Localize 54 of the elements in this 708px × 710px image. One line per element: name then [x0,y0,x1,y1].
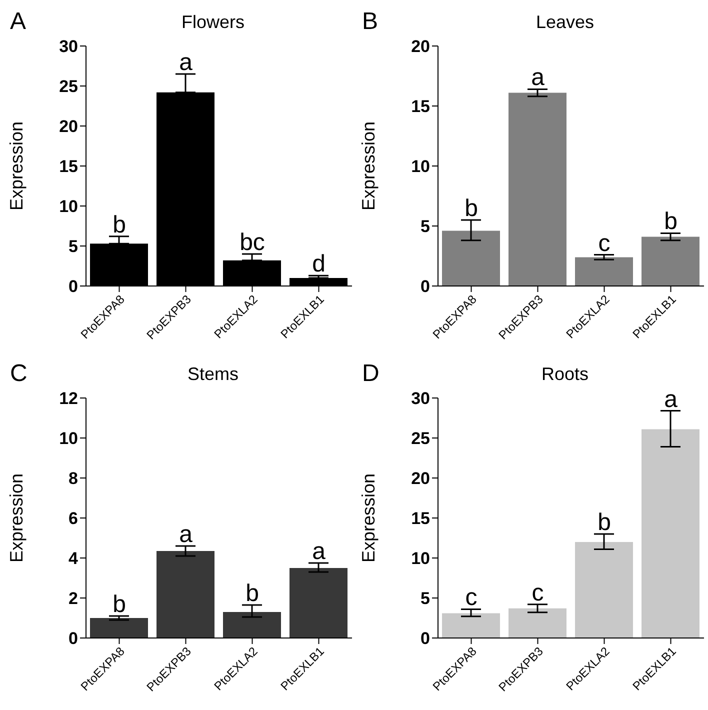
y-axis-title: Expression [358,473,378,563]
text: B [362,8,378,36]
text: A [10,8,26,36]
y-tick-label: 10 [411,157,430,176]
y-tick-label: 20 [411,469,430,488]
chart-title: Leaves [534,12,596,33]
annotation: a [179,521,194,548]
y-tick-label: 0 [420,277,430,296]
y-tick-label: 6 [68,509,78,528]
chart-title: Flowers [180,12,246,33]
annotation: c [532,579,544,606]
text: D [362,360,380,388]
annotation: b [112,591,126,618]
y-tick-label: 20 [59,117,78,136]
y-tick-label: 5 [420,589,430,608]
y-tick-label: 0 [68,629,78,648]
annotation: c [465,584,478,612]
y-tick-label: 15 [411,509,430,528]
annotation: c [598,230,610,257]
y-tick-label: 12 [59,389,78,408]
annotation: bc [240,229,265,256]
y-tick-label: 0 [420,629,430,648]
y-tick-label: 25 [59,77,78,96]
y-tick-label: 10 [411,549,430,568]
y-tick-label: 0 [68,277,78,296]
y-tick-label: 30 [59,37,78,56]
y-tick-label: 20 [411,37,430,56]
annotation: a [664,386,678,413]
y-tick-label: 5 [68,237,78,256]
annotation: b [664,208,678,236]
annotation: a [531,64,546,92]
y-axis-title: Expression [358,121,378,211]
y-axis-title: Expression [6,121,26,211]
chart-title: Roots [540,364,590,385]
y-tick-label: 5 [420,217,430,236]
y-tick-label: 8 [68,469,78,488]
chart-title: Stems [186,364,240,385]
y-tick-label: 25 [411,429,430,448]
y-tick-label: 10 [59,197,78,216]
annotation: b [112,211,126,238]
y-tick-label: 15 [411,97,430,116]
text: C [10,360,28,388]
y-tick-label: 30 [411,389,430,408]
annotation: d [312,250,326,278]
annotation: b [464,195,478,222]
annotation: b [246,580,259,607]
y-tick-label: 4 [68,549,79,568]
annotation: b [598,509,611,536]
y-tick-label: 10 [59,429,78,448]
y-tick-label: 15 [59,157,78,176]
y-axis-title: Expression [6,473,26,563]
annotation: a [312,538,326,565]
annotation: a [179,49,194,76]
y-tick-label: 2 [68,589,78,608]
